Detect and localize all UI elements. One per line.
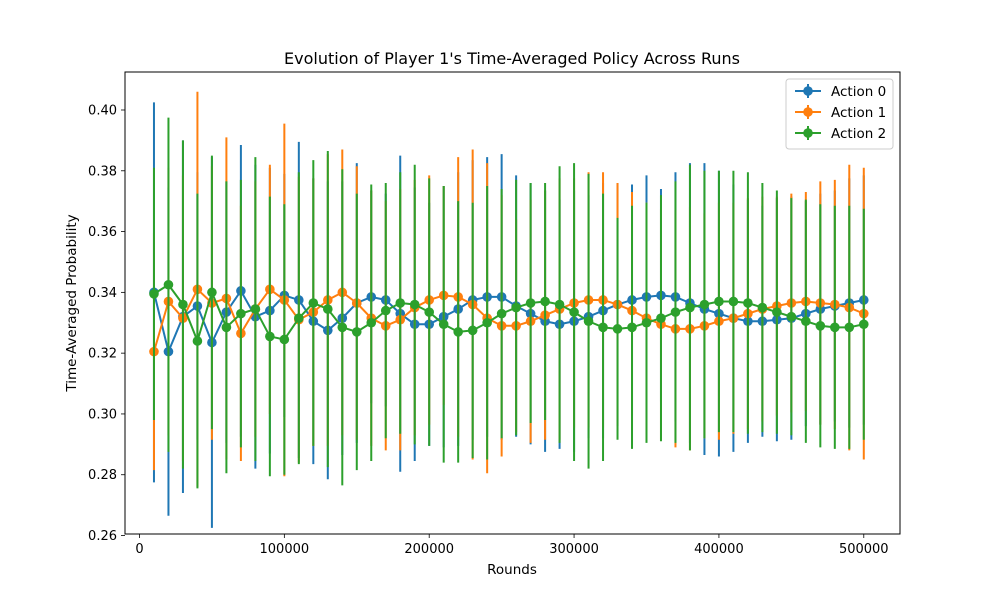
x-tick-label: 400000 — [694, 542, 744, 557]
legend-box — [785, 78, 894, 150]
data-point — [583, 316, 594, 327]
data-point — [786, 311, 797, 322]
data-point — [699, 299, 710, 310]
x-tick-label: 200000 — [404, 542, 454, 557]
data-point — [207, 287, 217, 298]
legend-label: Action 0 — [831, 84, 886, 100]
data-point — [380, 305, 391, 316]
data-point — [772, 307, 782, 317]
y-axis-label: Time-Averaged Probability — [64, 214, 80, 392]
x-tick-label: 0 — [135, 542, 143, 557]
axes-frame — [124, 71, 901, 535]
x-axis: 0 100000 200000 300000 400000 500000 — [135, 534, 889, 557]
data-point — [670, 307, 681, 317]
y-tick-label: 0.34 — [88, 286, 117, 301]
data-point — [801, 316, 811, 327]
data-point — [757, 302, 768, 313]
data-point — [612, 324, 623, 334]
data-point — [265, 331, 275, 342]
y-tick-label: 0.26 — [88, 529, 117, 544]
data-point — [685, 302, 695, 313]
data-point — [743, 298, 753, 308]
data-point — [641, 317, 652, 328]
data-point — [858, 319, 869, 330]
data-point — [554, 299, 565, 310]
x-tick-label: 300000 — [549, 542, 599, 557]
data-point — [351, 327, 362, 337]
data-point — [409, 299, 420, 310]
y-tick-label: 0.32 — [88, 347, 117, 362]
data-point — [496, 308, 507, 319]
legend-label: Action 2 — [831, 126, 886, 142]
data-point — [279, 334, 290, 345]
y-tick-label: 0.30 — [88, 407, 117, 422]
legend-marker — [803, 107, 813, 117]
data-point — [815, 320, 826, 331]
data-point — [525, 298, 536, 308]
data-point — [467, 325, 478, 336]
data-point — [221, 322, 232, 333]
data-point — [395, 298, 406, 308]
data-point — [844, 322, 855, 333]
data-point — [598, 322, 608, 333]
legend-entry: Action 1 — [795, 105, 886, 121]
data-point — [308, 298, 319, 308]
y-axis: 0.26 0.28 0.30 0.32 0.34 0.36 0.38 0.40 — [88, 103, 125, 544]
data-point — [424, 307, 435, 317]
data-point — [294, 313, 304, 323]
data-point — [178, 299, 188, 310]
data-point — [830, 322, 840, 333]
legend: Action 0 Action 1 Action 2 — [785, 78, 894, 150]
x-tick-label: 100000 — [260, 542, 310, 557]
legend-entry: Action 0 — [795, 84, 886, 100]
data-point — [323, 304, 333, 314]
data-point — [192, 336, 203, 346]
y-tick-label: 0.38 — [88, 164, 117, 179]
data-point — [569, 307, 579, 317]
legend-marker — [803, 128, 813, 138]
data-point — [163, 279, 174, 290]
data-point — [438, 319, 449, 330]
y-tick-label: 0.28 — [88, 468, 117, 483]
data-point — [366, 317, 377, 328]
data-point — [482, 317, 492, 328]
data-point — [656, 313, 666, 323]
data-point — [453, 327, 463, 337]
data-point — [236, 308, 246, 319]
legend-entry: Action 2 — [795, 126, 886, 142]
x-axis-label: Rounds — [487, 562, 537, 578]
legend-marker — [803, 86, 813, 96]
y-tick-label: 0.36 — [88, 225, 117, 240]
data-point — [540, 296, 550, 307]
data-point — [337, 322, 348, 333]
data-point — [627, 322, 637, 333]
data-point — [511, 302, 521, 313]
data-point — [714, 296, 724, 307]
series-action-2 — [149, 117, 869, 489]
data-point — [728, 296, 739, 307]
data-point — [250, 304, 261, 314]
x-tick-label: 500000 — [839, 542, 889, 557]
chart-title: Evolution of Player 1's Time-Averaged Po… — [284, 49, 740, 68]
plot-area — [149, 91, 869, 528]
y-tick-label: 0.40 — [88, 103, 117, 118]
data-point — [149, 289, 159, 299]
legend-label: Action 1 — [831, 105, 886, 121]
